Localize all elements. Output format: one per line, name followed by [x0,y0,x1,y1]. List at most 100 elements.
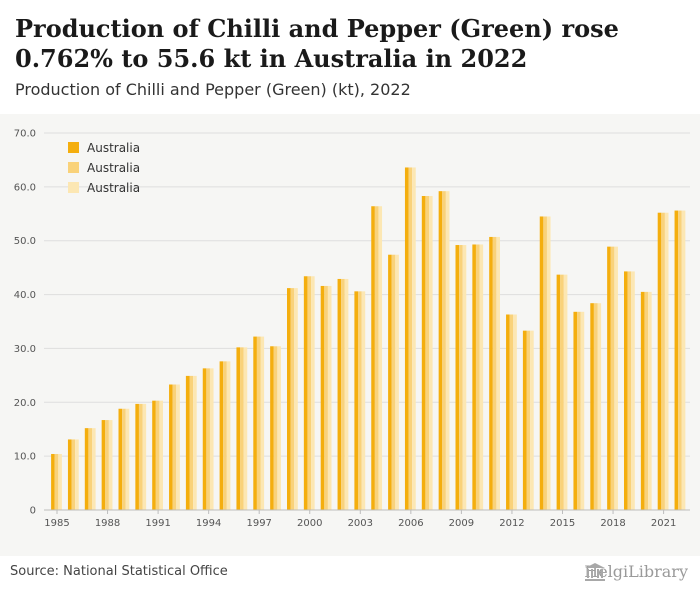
chart-header: Production of Chilli and Pepper (Green) … [0,0,700,112]
bar [610,246,615,511]
brand-logo[interactable]: HelgiLibrary [584,562,688,581]
bar [644,291,649,510]
bar [303,276,308,510]
chart-area: 0 10.0 20.0 30.0 40.0 50.0 60.0 70.0 1985 1988 199… [0,114,700,556]
bar [526,330,531,510]
bar [580,311,585,510]
bar [657,212,662,511]
bar [54,453,59,510]
bar [236,347,241,510]
bar [489,236,493,511]
y-tick-label: 10.0 [14,452,36,463]
legend-label: Australia [87,161,140,175]
bar [395,254,399,510]
bar [142,403,147,510]
bar [404,167,409,510]
bar [513,314,517,510]
bar [354,291,358,510]
bar [344,278,349,510]
bar [378,206,383,510]
bar [223,361,227,510]
y-tick-label: 0 [30,506,36,517]
bar [108,420,113,510]
bar [135,403,139,510]
y-tick-label: 20.0 [14,398,36,409]
bar [92,428,96,510]
bar [506,314,510,510]
bar [193,375,197,510]
legend-label: Australia [87,141,140,155]
bar [640,291,645,510]
bar [152,400,156,510]
bar [543,216,547,510]
bar [118,408,123,510]
x-tick-label: 2012 [499,518,524,529]
bar [593,303,598,510]
bar [240,347,244,510]
legend-swatch [68,182,79,193]
bar [442,191,446,510]
bar [678,210,682,510]
bar [270,346,274,510]
chart-subtitle: Production of Chilli and Pepper (Green) … [15,80,411,99]
bar [159,400,163,510]
x-tick-label: 1997 [246,518,271,529]
bar [209,368,214,510]
bar [627,271,632,510]
chart-title: Production of Chilli and Pepper (Green) … [15,14,619,73]
bar [479,244,484,510]
x-tick-label: 1994 [196,518,221,529]
bar [176,384,180,510]
bar [429,196,433,510]
bar [105,420,109,510]
bar [185,375,190,510]
bar [202,368,207,510]
bar [496,236,500,511]
y-tick-label: 70.0 [14,129,36,140]
bar [681,210,686,510]
bar [614,246,618,511]
x-tick-label: 2003 [348,518,373,529]
bar [472,244,476,510]
bar [75,439,79,510]
bar [138,403,143,510]
bar [320,285,325,510]
bar [522,330,527,510]
bar [226,361,231,510]
bar [573,311,578,510]
bar [509,314,514,510]
bar [294,288,298,510]
bar [631,271,635,510]
bar [661,212,665,511]
y-tick-label: 60.0 [14,182,36,193]
bar [648,291,652,510]
bar [607,246,611,511]
bar [311,276,315,510]
x-tick-label: 2018 [600,518,625,529]
bar [455,245,460,510]
bar [361,291,366,510]
bar [674,210,679,510]
library-building-icon [585,563,606,581]
bar [664,212,669,511]
bar [556,274,561,510]
bar [327,285,332,510]
source-note: Source: National Statistical Office [10,564,228,579]
bar [277,346,281,510]
x-tick-label: 1985 [44,518,69,529]
bar [58,453,62,510]
bar [438,191,443,510]
bar [155,400,160,510]
bar [475,244,480,510]
bar [492,236,497,511]
bar [172,384,177,510]
bar [273,346,278,510]
bar [287,288,291,510]
bar [577,311,581,510]
brand-name: HelgiLibrary [584,562,688,581]
x-tick-label: 2021 [651,518,676,529]
bar [169,384,173,510]
bar [563,274,568,510]
bar [425,196,429,510]
bar [256,336,261,510]
